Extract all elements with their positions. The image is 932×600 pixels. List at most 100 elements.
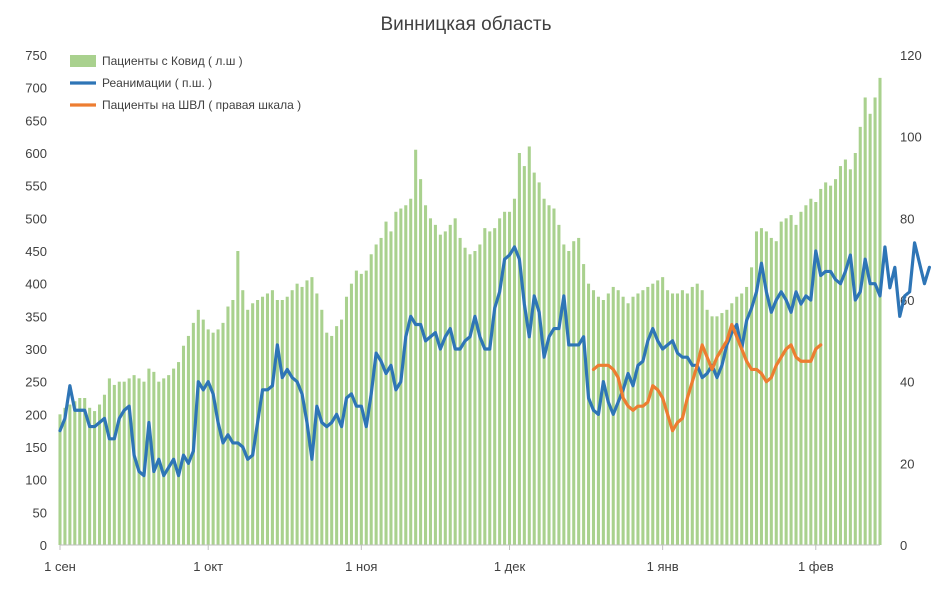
- bar: [453, 218, 457, 545]
- x-tick-label: 1 сен: [44, 559, 76, 574]
- bar: [488, 231, 492, 545]
- y-left-tick-label: 500: [25, 211, 47, 226]
- bar: [745, 286, 749, 545]
- bar: [364, 270, 368, 545]
- bar: [853, 153, 857, 545]
- bar: [606, 293, 610, 545]
- y-left-tick-label: 250: [25, 375, 47, 390]
- y-left-tick-label: 650: [25, 113, 47, 128]
- y-left-tick-label: 100: [25, 473, 47, 488]
- bar: [858, 126, 862, 546]
- bar: [794, 224, 798, 545]
- bar: [730, 303, 734, 545]
- bar: [567, 251, 571, 545]
- bar: [83, 398, 87, 545]
- bar: [725, 309, 729, 545]
- bar: [241, 290, 245, 545]
- x-tick-label: 1 дек: [494, 559, 526, 574]
- bar: [379, 237, 383, 545]
- bar: [656, 280, 660, 545]
- bar: [631, 296, 635, 545]
- bar: [754, 231, 759, 545]
- y-left-tick-label: 700: [25, 81, 47, 96]
- chart-title: Винницкая область: [381, 14, 552, 35]
- bar: [167, 375, 171, 545]
- bar: [809, 198, 813, 546]
- bar: [137, 378, 141, 545]
- bar: [181, 345, 186, 545]
- bar: [473, 251, 477, 545]
- x-tick-label: 1 янв: [647, 559, 679, 574]
- y-left-tick-label: 350: [25, 309, 47, 324]
- bar: [300, 286, 304, 545]
- bar: [443, 231, 447, 545]
- bar: [621, 296, 625, 545]
- y-left-tick-label: 150: [25, 440, 47, 455]
- bar: [710, 316, 714, 545]
- y-left-tick-label: 300: [25, 342, 47, 357]
- bar: [834, 179, 838, 545]
- legend-label: Пациенты с Ковид ( л.ш ): [102, 54, 243, 68]
- bar: [186, 335, 190, 545]
- bar: [848, 169, 852, 545]
- bar: [226, 306, 230, 545]
- bar: [438, 234, 442, 546]
- bar: [428, 218, 433, 545]
- bar: [843, 159, 847, 545]
- bar: [162, 378, 166, 545]
- bar: [611, 286, 615, 545]
- bar: [340, 319, 344, 545]
- legend-label: Реанимации ( п.ш. ): [102, 76, 212, 90]
- bar: [295, 283, 299, 545]
- bar: [261, 296, 265, 545]
- bar: [344, 296, 349, 545]
- bar: [829, 185, 833, 546]
- bar: [305, 280, 309, 545]
- y-right-tick-label: 40: [900, 375, 914, 390]
- bar: [409, 198, 413, 546]
- bar: [458, 237, 462, 545]
- bar: [582, 264, 586, 545]
- bar: [498, 218, 502, 545]
- bar: [107, 378, 111, 545]
- bar: [873, 97, 877, 545]
- bar: [735, 296, 739, 545]
- bar: [433, 224, 437, 545]
- bar: [122, 381, 126, 545]
- bar: [88, 407, 92, 545]
- bar: [448, 224, 452, 545]
- bar: [587, 283, 591, 545]
- bar: [280, 300, 284, 545]
- bar: [651, 283, 655, 545]
- bar: [503, 211, 507, 546]
- bar: [720, 313, 724, 545]
- bar: [236, 251, 240, 545]
- bar: [863, 97, 867, 545]
- bar: [824, 182, 828, 545]
- bar: [557, 224, 561, 545]
- y-left-tick-label: 400: [25, 277, 47, 292]
- bar: [172, 368, 176, 545]
- y-left-tick-label: 600: [25, 146, 47, 161]
- bar: [636, 293, 640, 545]
- bar: [750, 267, 754, 545]
- bar: [246, 309, 250, 545]
- bar: [374, 244, 378, 545]
- bar: [596, 296, 600, 545]
- bar: [211, 332, 215, 545]
- bar: [784, 218, 788, 545]
- bar: [73, 401, 77, 545]
- bar: [764, 231, 768, 545]
- y-left-tick-label: 50: [33, 505, 47, 520]
- bar: [285, 296, 289, 545]
- bar: [93, 411, 97, 545]
- bar: [270, 290, 274, 545]
- bar: [320, 309, 324, 545]
- bar: [206, 329, 210, 545]
- bar: [468, 254, 472, 545]
- bar: [552, 208, 556, 545]
- bar: [700, 290, 704, 545]
- bar: [117, 381, 121, 545]
- bar: [335, 326, 339, 545]
- bar: [695, 283, 699, 545]
